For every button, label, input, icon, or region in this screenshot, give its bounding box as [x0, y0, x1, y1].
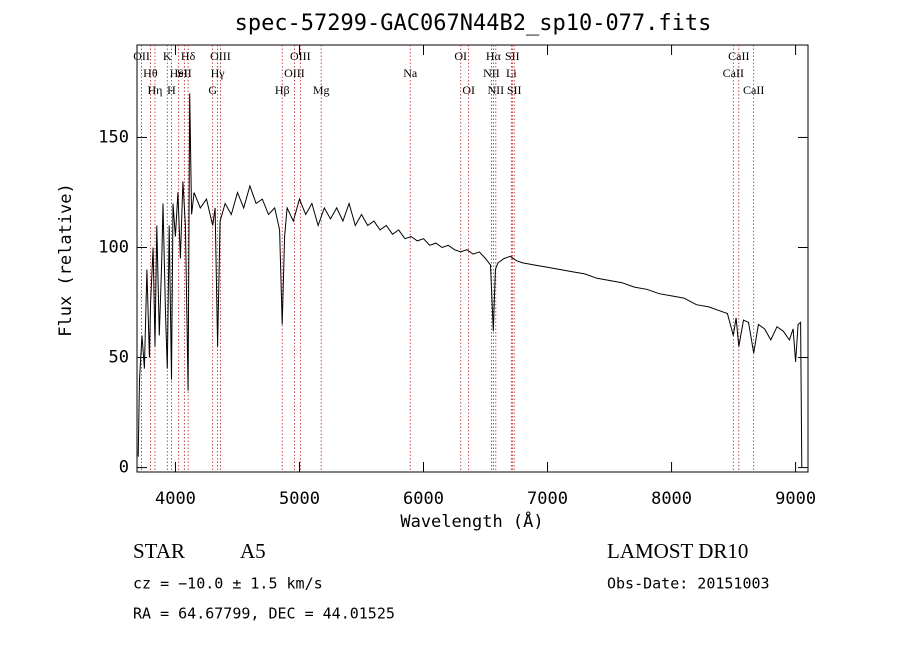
- spectral-line-label: SII: [505, 49, 520, 63]
- spectral-line-label: HeI: [170, 66, 188, 80]
- y-tick-label: 100: [98, 237, 129, 257]
- redshift-label: cz = −10.0 ± 1.5 km/s: [133, 575, 323, 593]
- spectral-line-label: K: [163, 49, 172, 63]
- x-tick-label: 4000: [155, 489, 196, 509]
- survey-label: LAMOST DR10: [607, 539, 748, 563]
- spectral-line-label: H: [167, 83, 176, 97]
- spectral-line-label: Mg: [313, 83, 330, 97]
- spectral-line-label: OI: [454, 49, 467, 63]
- spectral-line-label: OIII: [290, 49, 311, 63]
- y-tick-label: 0: [119, 458, 129, 478]
- spectral-line-label: OI: [462, 83, 475, 97]
- spectral-line-label: OIII: [284, 66, 305, 80]
- spectral-line-label: G: [208, 83, 217, 97]
- spectral-line-label: CaII: [743, 83, 764, 97]
- spectral-line-label: OIII: [210, 49, 231, 63]
- x-tick-label: 9000: [775, 489, 816, 509]
- spectral-line-label: Hγ: [211, 66, 226, 80]
- y-axis-label: Flux (relative): [56, 183, 76, 337]
- x-tick-label: 7000: [527, 489, 568, 509]
- x-axis-label: Wavelength (Å): [400, 510, 543, 532]
- spectral-line-label: Hθ: [143, 66, 158, 80]
- x-tick-label: 5000: [279, 489, 320, 509]
- spectral-line-label: NII: [487, 83, 504, 97]
- spectral-line-label: CaII: [723, 66, 744, 80]
- spectral-line-label: Hα: [486, 49, 502, 63]
- plot-frame: [136, 44, 809, 473]
- spectral-line-label: Na: [403, 66, 418, 80]
- spectral-line-label: NII: [483, 66, 500, 80]
- spectrum-line: [137, 93, 803, 468]
- spectral-line-label: Hδ: [181, 49, 196, 63]
- spectral-line-label: SII: [507, 83, 522, 97]
- obs-date-label: Obs-Date: 20151003: [607, 575, 770, 593]
- spectral-line-label: OII: [133, 49, 150, 63]
- spectral-line-label: Li: [506, 66, 517, 80]
- spectral-line-label: SII: [177, 66, 192, 80]
- spectral-line-label: Hβ: [275, 83, 290, 97]
- y-tick-label: 150: [98, 127, 129, 147]
- chart-title: spec-57299-GAC067N44B2_sp10-077.fits: [235, 11, 712, 36]
- x-tick-label: 8000: [651, 489, 692, 509]
- class-label: STAR: [133, 539, 185, 563]
- coords-label: RA = 64.67799, DEC = 44.01525: [133, 605, 395, 623]
- spectral-line-label: CaII: [728, 49, 749, 63]
- x-tick-label: 6000: [403, 489, 444, 509]
- spectral-line-label: Hη: [148, 83, 163, 97]
- subclass-label: A5: [240, 539, 266, 563]
- y-tick-label: 50: [109, 348, 129, 368]
